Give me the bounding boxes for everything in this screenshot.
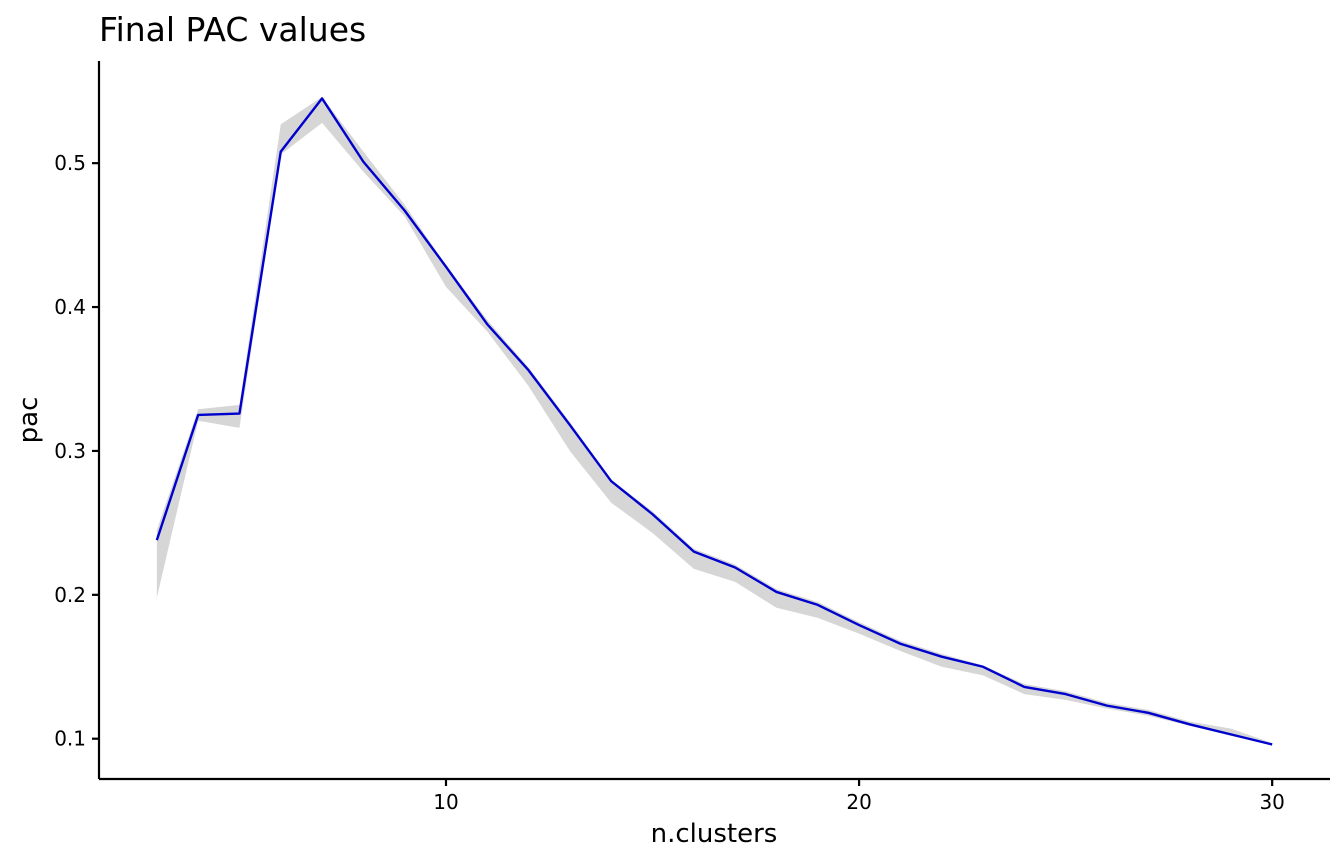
x-tick-label: 10 — [433, 790, 458, 814]
x-axis-title: n.clusters — [651, 819, 778, 849]
pac-series-line — [155, 97, 1273, 746]
y-axis-ticks: 0.1 0.2 0.3 0.4 0.5 — [54, 151, 99, 751]
y-tick-label: 0.4 — [54, 295, 86, 319]
chart-title: Final PAC values — [99, 10, 366, 49]
x-tick-label: 30 — [1259, 790, 1284, 814]
confidence-ribbon — [156, 96, 1273, 745]
plot-area — [155, 96, 1273, 746]
x-tick-label: 20 — [846, 790, 871, 814]
y-tick-label: 0.3 — [54, 439, 86, 463]
x-axis-ticks: 10 20 30 — [433, 779, 1285, 814]
y-tick-label: 0.5 — [54, 151, 86, 175]
y-tick-label: 0.1 — [54, 727, 86, 751]
y-tick-label: 0.2 — [54, 583, 86, 607]
y-axis-title: pac — [14, 397, 44, 444]
